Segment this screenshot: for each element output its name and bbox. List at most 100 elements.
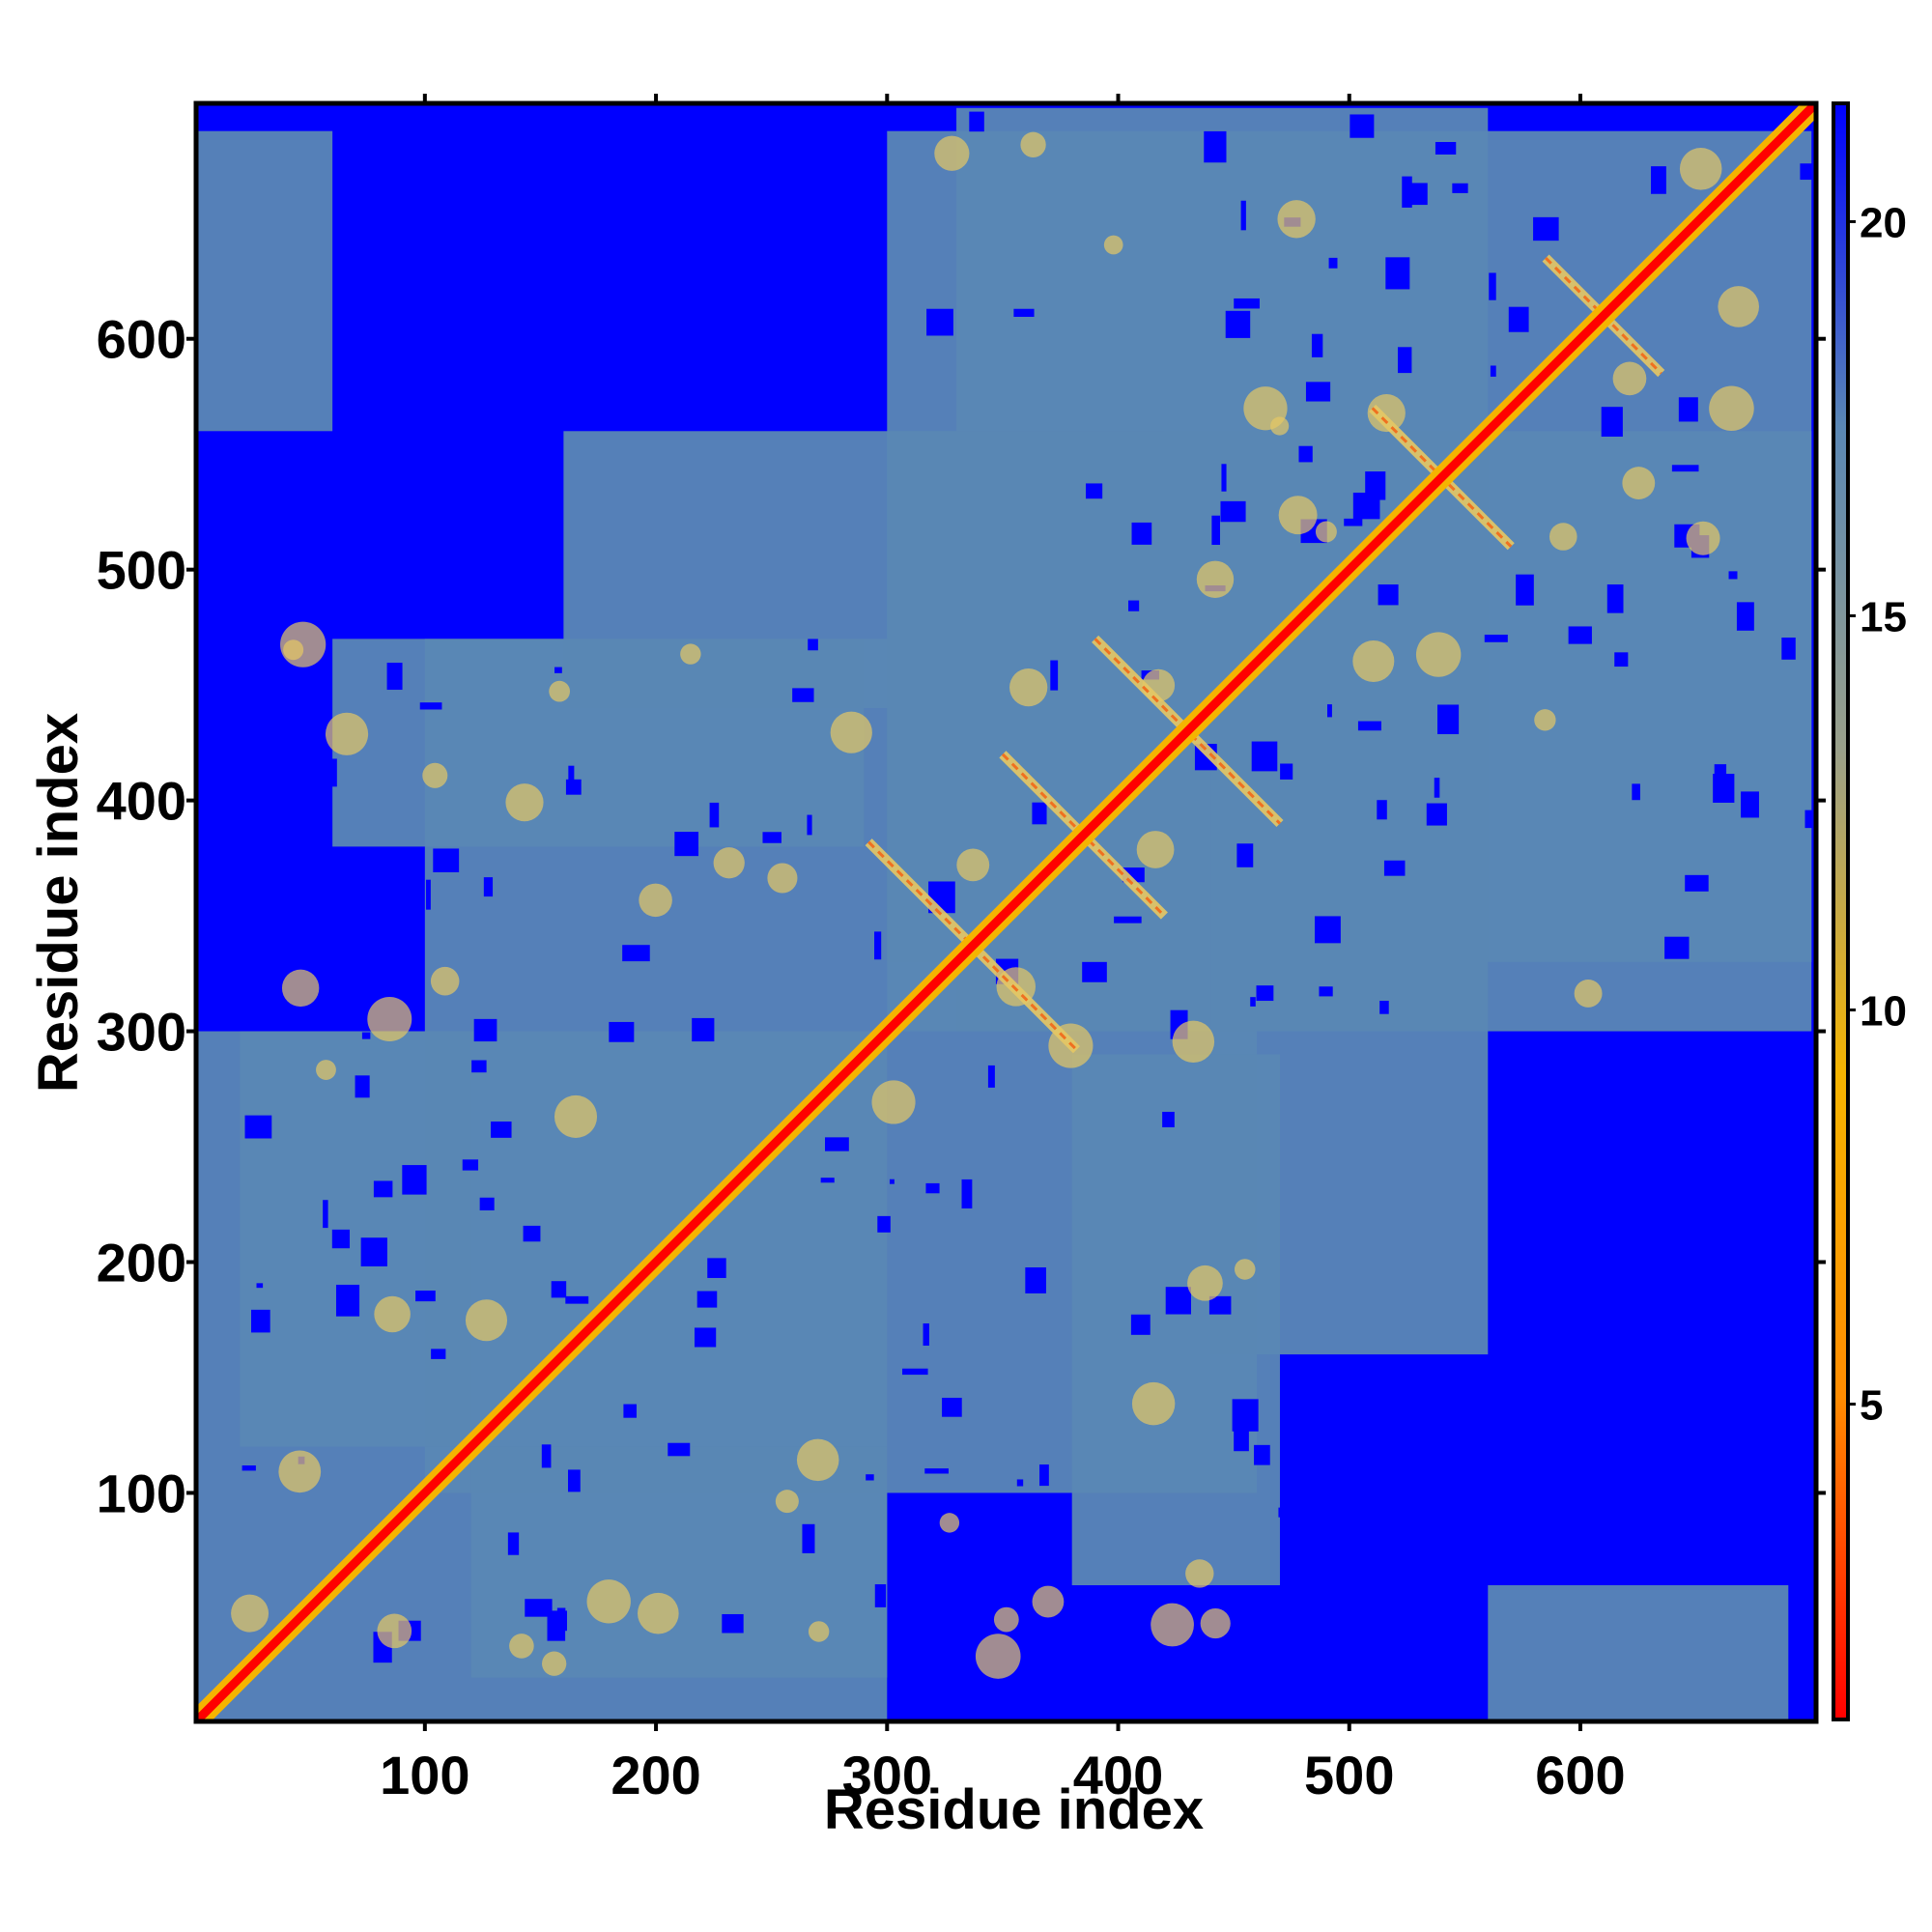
heatmap-cell (1236, 843, 1254, 867)
heatmap-cell (961, 1179, 973, 1208)
x-tick-label: 100 (380, 1745, 469, 1805)
heatmap-blob (231, 1594, 270, 1633)
heatmap-cell (491, 1121, 512, 1138)
heatmap-cell (1402, 176, 1412, 208)
heatmap-cell (1256, 985, 1274, 1002)
heatmap-cell (1326, 704, 1332, 718)
heatmap-cell (1437, 704, 1460, 735)
colorbar-tick-label: 10 (1860, 988, 1907, 1036)
heatmap-cell (1050, 660, 1059, 691)
colorbar-tick-label: 15 (1860, 593, 1907, 640)
heatmap-area (196, 103, 1816, 1721)
heatmap-cell (1426, 803, 1447, 826)
heatmap-cell (902, 1368, 928, 1376)
heatmap-blob (830, 711, 872, 753)
heatmap-cell (1741, 791, 1759, 818)
heatmap-cell (792, 688, 814, 702)
heatmap-cell (942, 1397, 962, 1417)
heatmap-blob (465, 1299, 508, 1342)
heatmap-cell (694, 1327, 717, 1348)
heatmap-cell (924, 1468, 949, 1474)
heatmap-cell (1234, 298, 1260, 309)
y-tick-label: 300 (97, 1002, 186, 1063)
heatmap-cell (335, 1284, 360, 1317)
colorbar-tick-label: 20 (1860, 199, 1907, 246)
heatmap-region (1488, 1585, 1789, 1721)
heatmap-blob (939, 1513, 960, 1533)
y-tick-label: 400 (97, 771, 186, 832)
heatmap-cell (623, 1404, 637, 1418)
heatmap-cell (1082, 961, 1107, 982)
heatmap-cell (1379, 1000, 1389, 1014)
heatmap-cell (431, 1349, 446, 1359)
heatmap-blob (1185, 1559, 1214, 1588)
heatmap-cell (568, 1469, 581, 1492)
heatmap-cell (415, 1290, 436, 1302)
heatmap-blob (377, 1613, 412, 1649)
heatmap-blob (367, 996, 412, 1041)
heatmap-cell (1606, 584, 1624, 613)
heatmap-cell (1254, 1444, 1270, 1465)
heatmap-blob (1196, 560, 1235, 598)
heatmap-blob (796, 1438, 839, 1482)
heatmap-cell (1037, 1630, 1056, 1658)
heatmap-cell (1211, 515, 1220, 546)
heatmap-blob (422, 762, 448, 788)
heatmap-cell (314, 758, 337, 787)
heatmap-cell (1800, 163, 1816, 181)
heatmap-blob (975, 1634, 1021, 1679)
heatmap-cell (1022, 1596, 1031, 1627)
heatmap-cell (1025, 1267, 1046, 1293)
heatmap-cell (1204, 130, 1227, 163)
heatmap-cell (609, 1021, 635, 1042)
diagonal-line (196, 103, 1816, 1721)
heatmap-cell (1489, 272, 1496, 300)
heatmap-cell (1208, 1295, 1232, 1315)
heatmap-cell (1298, 445, 1313, 463)
heatmap-cell (1409, 183, 1428, 206)
heatmap-cell (1234, 1430, 1249, 1452)
heatmap-cell (1452, 183, 1468, 193)
heatmap-cell (1781, 638, 1796, 660)
heatmap-cell (1651, 166, 1666, 194)
heatmap-cell (923, 1323, 929, 1347)
heatmap-cell (1114, 916, 1142, 923)
heatmap-cell (889, 1179, 895, 1184)
heatmap-cell (361, 1032, 371, 1039)
heatmap-cell (256, 1283, 264, 1289)
heatmap-blob (1172, 1020, 1215, 1064)
heatmap-cell (1365, 471, 1386, 500)
heatmap-blob (1622, 467, 1656, 499)
heatmap-cell (1016, 1479, 1024, 1487)
heatmap-region (196, 130, 333, 432)
heatmap-cell (483, 877, 494, 897)
heatmap-cell (1614, 652, 1629, 668)
heatmap-cell (926, 308, 953, 336)
heatmap-cell (808, 639, 818, 651)
heatmap-cell (1085, 483, 1103, 499)
heatmap-cell (1344, 518, 1363, 526)
heatmap-cell (1516, 574, 1534, 606)
heatmap-cell (925, 1182, 940, 1194)
heatmap-cell (1315, 916, 1341, 944)
heatmap-blob (934, 135, 970, 171)
heatmap-cell (1224, 1631, 1248, 1653)
heatmap-cell (556, 1607, 566, 1627)
heatmap-blob (1032, 1585, 1065, 1618)
heatmap-cell (507, 1532, 520, 1555)
heatmap-cell (1251, 741, 1278, 772)
heatmap-cell (1383, 860, 1406, 876)
heatmap-cell (525, 1599, 553, 1617)
heatmap-blob (549, 680, 571, 702)
heatmap-cell (1225, 310, 1251, 338)
heatmap-cell (674, 832, 699, 857)
heatmap-cell (722, 1613, 744, 1634)
y-tick-label: 500 (97, 540, 186, 601)
heatmap-cell (523, 1225, 541, 1242)
heatmap-cell (1736, 602, 1754, 631)
heatmap-cell (890, 1503, 900, 1535)
heatmap-cell (1378, 584, 1399, 606)
heatmap-blob (1709, 385, 1754, 432)
heatmap-cell (1664, 936, 1690, 959)
